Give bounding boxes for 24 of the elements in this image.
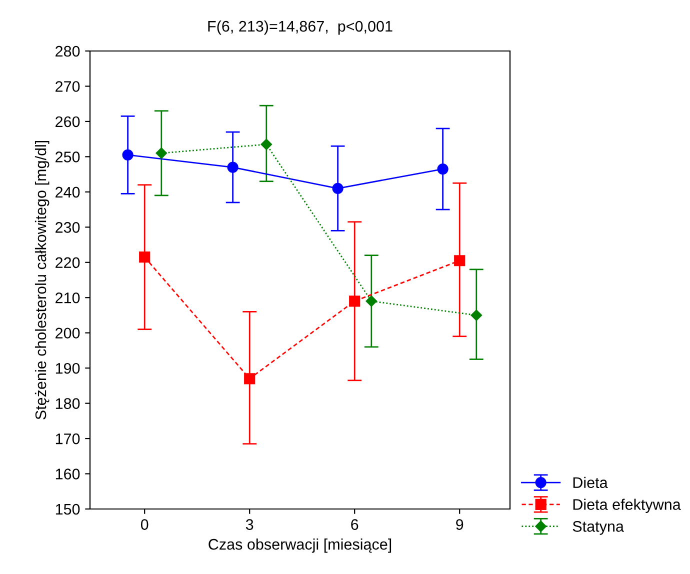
x-tick-label: 3 [246, 519, 254, 530]
y-tick-label: 210 [56, 292, 80, 304]
x-axis-title: Czas obserwacji [miesiące] [208, 538, 392, 553]
y-tick-label: 240 [56, 186, 80, 198]
y-tick-label: 270 [56, 81, 80, 92]
y-tick-label: 260 [56, 116, 80, 128]
legend-label: Dieta [573, 476, 608, 488]
y-tick-label: 150 [56, 504, 80, 515]
y-tick-label: 220 [56, 257, 80, 268]
chart-title: F(6, 213)=14,867, p<0,001 [208, 20, 392, 35]
x-tick-label: 0 [140, 519, 148, 530]
y-tick-label: 170 [56, 433, 80, 444]
legend-label: Dieta efektywna [573, 498, 681, 513]
y-tick-label: 250 [56, 152, 80, 162]
y-tick-label: 160 [56, 468, 80, 480]
y-tick-label: 190 [56, 362, 80, 374]
legend-label: Statyna [572, 520, 624, 535]
y-tick-label: 200 [56, 328, 80, 339]
x-tick-label: 6 [351, 519, 358, 530]
y-tick-label: 280 [56, 46, 80, 57]
y-tick-label: 230 [56, 222, 80, 233]
y-tick-label: 180 [56, 398, 80, 409]
x-tick-label: 9 [456, 519, 464, 530]
y-axis-title: Stężenie cholesterolu całkowitego [mg/dl] [34, 140, 50, 420]
